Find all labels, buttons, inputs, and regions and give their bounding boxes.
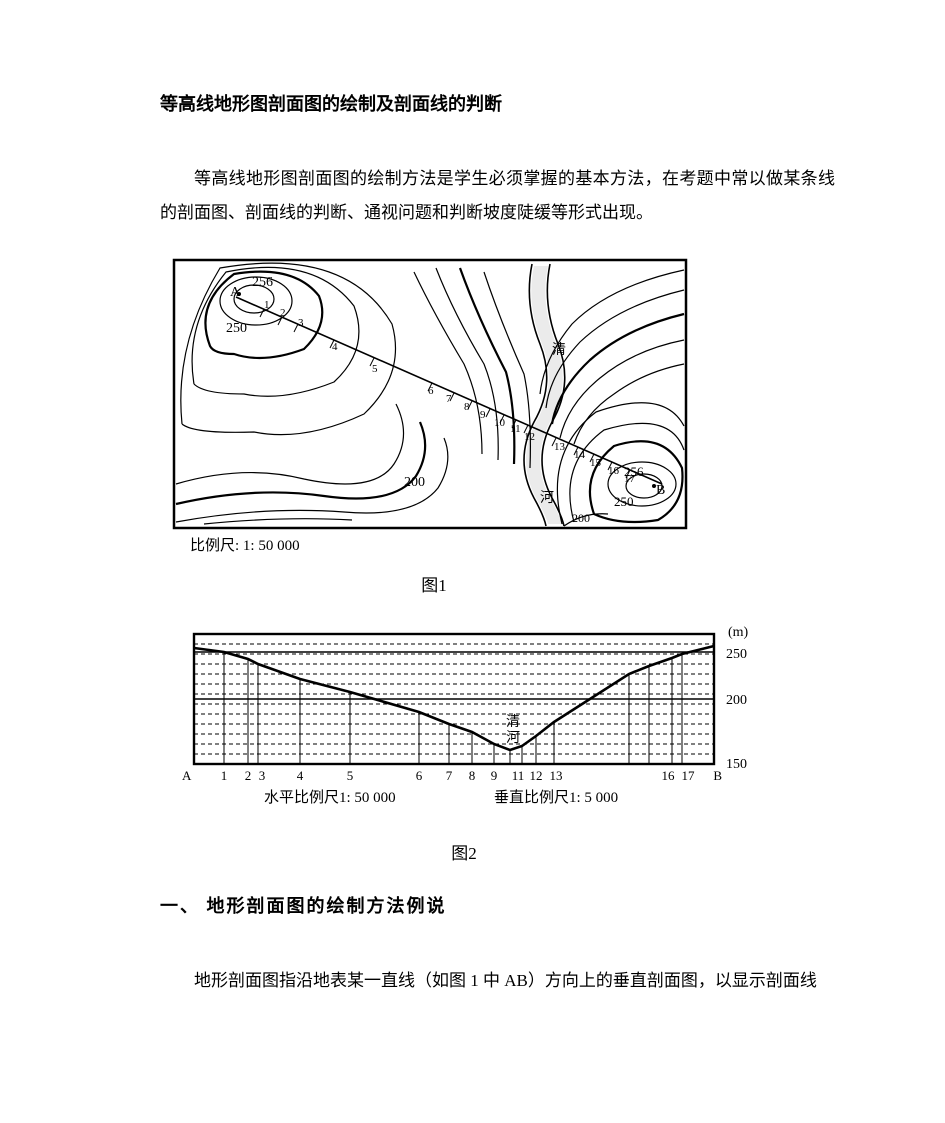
fig1-n11: 11 xyxy=(510,423,521,435)
intro-paragraph: 等高线地形图剖面图的绘制方法是学生必须掌握的基本方法，在考题中常以做某条线的剖面… xyxy=(160,162,835,230)
section-1-heading: 一、 地形剖面图的绘制方法例说 xyxy=(160,892,835,918)
fig1-caption: 图1 xyxy=(164,571,704,596)
fig2-x12: 12 xyxy=(530,768,543,783)
fig2-x5: 5 xyxy=(347,768,354,783)
fig1-n14: 14 xyxy=(574,449,586,461)
fig1-n8: 8 xyxy=(464,401,470,413)
fig1-scale: 比例尺: 1: 50 000 xyxy=(190,537,300,554)
fig1-river-top: 清 xyxy=(552,342,566,358)
fig2-x6: 6 xyxy=(416,768,423,783)
fig2-x11: 11 xyxy=(512,768,525,783)
fig2-y250: 250 xyxy=(726,647,747,662)
fig1-n10: 10 xyxy=(494,417,506,429)
fig2-unit: (m) xyxy=(728,625,749,640)
fig1-n17: 17 xyxy=(624,473,636,485)
fig2-x13: 13 xyxy=(550,768,563,783)
fig1-n5: 5 xyxy=(372,363,378,375)
fig2-caption: 图2 xyxy=(164,839,764,864)
fig1-n3: 3 xyxy=(298,317,304,329)
fig1-n12: 12 xyxy=(524,431,535,443)
fig2-y200: 200 xyxy=(726,693,747,708)
fig1-n6: 6 xyxy=(428,385,434,397)
fig1-n9: 9 xyxy=(480,409,486,421)
fig1-river-bot: 河 xyxy=(540,490,554,506)
fig1-ring-a: 250 xyxy=(226,321,247,336)
figure-1-svg: A 256 250 B 256 250 200 200 清 河 1 2 3 4 … xyxy=(164,254,704,564)
fig1-valley-200a: 200 xyxy=(404,475,425,490)
fig2-end-a: A xyxy=(182,768,192,783)
section-1-paragraph: 地形剖面图指沿地表某一直线（如图 1 中 AB）方向上的垂直剖面图，以显示剖面线 xyxy=(160,964,835,998)
fig1-n2: 2 xyxy=(280,307,286,319)
fig1-peak-a: 256 xyxy=(252,275,273,290)
fig2-end-b: B xyxy=(713,768,722,783)
fig1-n16: 16 xyxy=(608,465,620,477)
fig2-x8: 8 xyxy=(469,768,476,783)
fig1-n1: 1 xyxy=(264,299,270,311)
figure-1: A 256 250 B 256 250 200 200 清 河 1 2 3 4 … xyxy=(164,254,835,596)
fig2-x16: 16 xyxy=(662,768,676,783)
fig2-x2: 2 xyxy=(245,768,252,783)
fig1-n15: 15 xyxy=(590,457,602,469)
page-title: 等高线地形图剖面图的绘制及剖面线的判断 xyxy=(160,90,835,116)
fig2-y150: 150 xyxy=(726,757,747,772)
fig2-x1: 1 xyxy=(221,768,228,783)
fig2-x7: 7 xyxy=(446,768,453,783)
fig1-n7: 7 xyxy=(446,393,452,405)
fig2-river-1: 清 xyxy=(506,714,520,730)
fig2-xscale: 水平比例尺1: 50 000 xyxy=(264,789,396,806)
fig1-n4: 4 xyxy=(332,341,338,353)
fig1-ring-b: 250 xyxy=(614,494,634,509)
fig2-x3: 3 xyxy=(259,768,266,783)
fig2-x4: 4 xyxy=(297,768,304,783)
fig1-point-b: B xyxy=(656,483,665,498)
fig2-x9: 9 xyxy=(491,768,498,783)
fig1-n13: 13 xyxy=(554,441,566,453)
fig2-x17: 17 xyxy=(682,768,696,783)
figure-2-svg: 清 河 A 1 2 3 4 5 6 7 8 9 11 12 13 xyxy=(164,622,784,832)
fig2-yscale: 垂直比例尺1: 5 000 xyxy=(494,789,618,806)
fig2-river-2: 河 xyxy=(506,730,520,746)
fig1-valley-200b: 200 xyxy=(572,511,590,525)
figure-2: 清 河 A 1 2 3 4 5 6 7 8 9 11 12 13 xyxy=(164,622,835,864)
